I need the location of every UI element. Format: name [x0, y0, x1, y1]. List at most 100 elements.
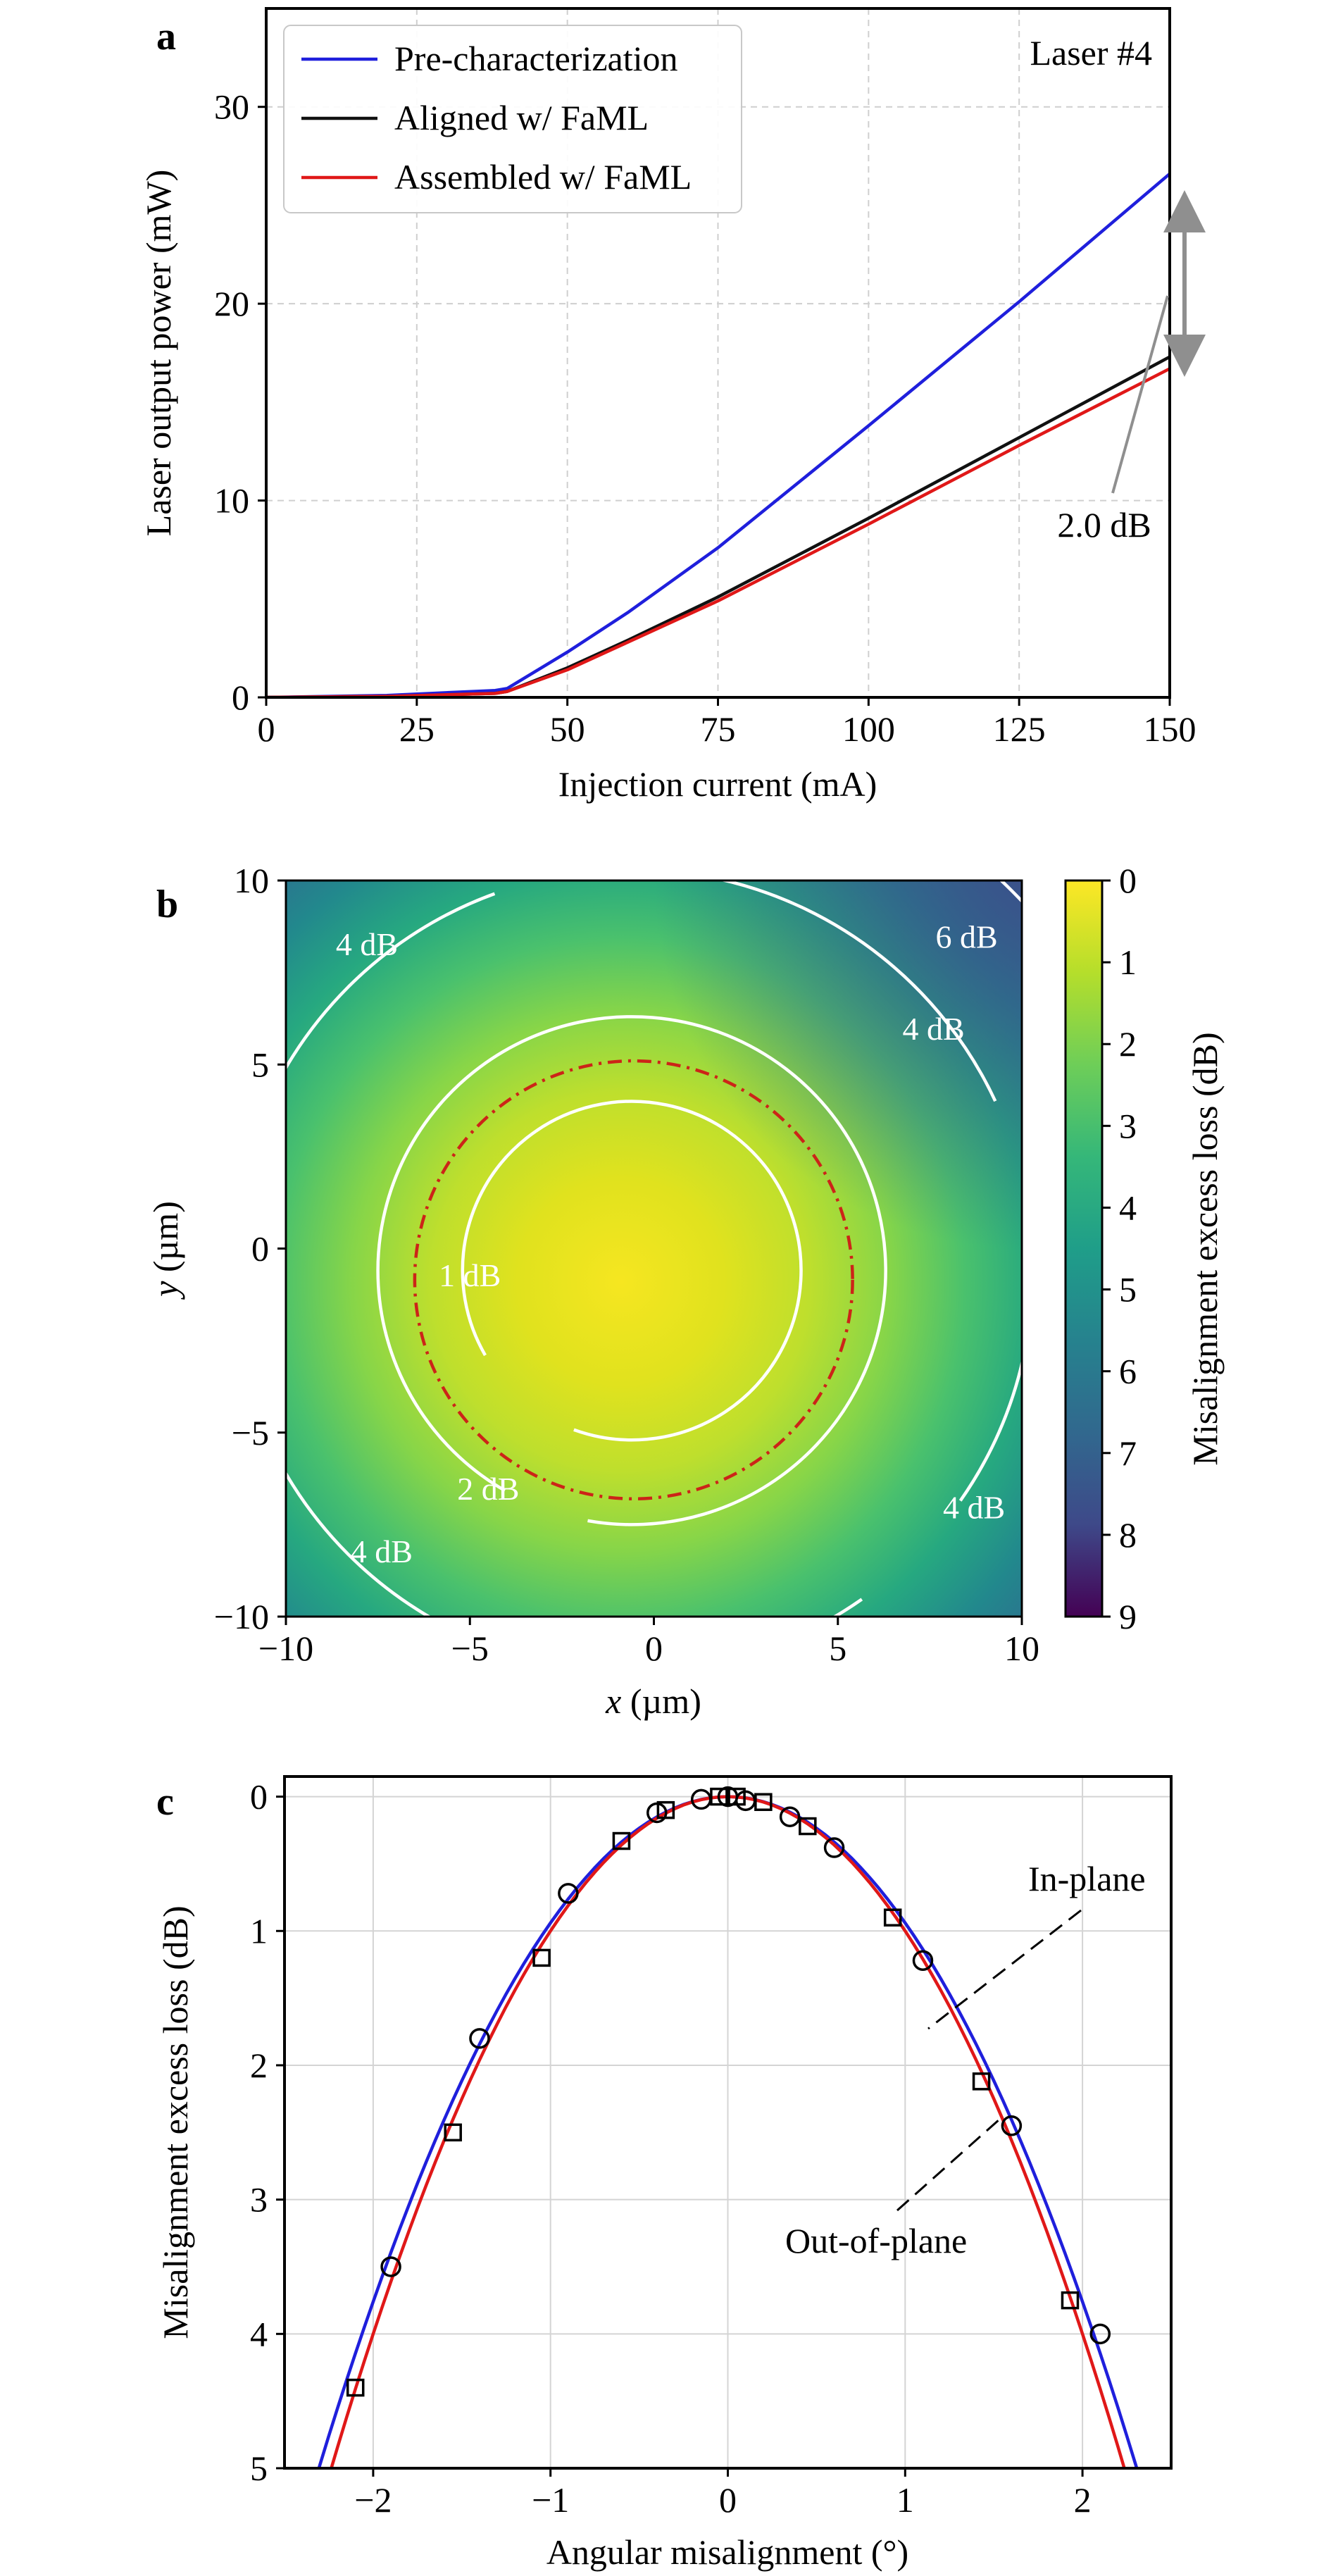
- out-of-plane-marker: [532, 1948, 551, 1967]
- panel-b-ylabel: y (µm): [146, 1201, 185, 1300]
- c-ytick-label: 1: [250, 1911, 268, 1950]
- out-of-plane-marker: [710, 1787, 728, 1806]
- contour-4db-upper-right: [718, 881, 997, 1102]
- panel-letter-b: b: [156, 883, 178, 926]
- panel-c-xlabel: Angular misalignment (°): [546, 2532, 908, 2572]
- colorbar-tick-label: 3: [1119, 1106, 1137, 1145]
- a-ytick-label: 0: [232, 678, 249, 717]
- legend-label-assembled: Assembled w/ FaML: [394, 157, 692, 197]
- a-xtick-label: 0: [258, 709, 275, 749]
- c-xtick-label: 2: [1074, 2480, 1092, 2520]
- c-ytick-label: 0: [250, 1777, 268, 1817]
- legend-box: [283, 25, 742, 213]
- contour-label: 2 dB: [457, 1471, 519, 1507]
- contour-2db: [376, 1015, 887, 1526]
- out-of-plane-marker: [346, 2378, 365, 2397]
- c-xtick-label: 1: [896, 2480, 914, 2520]
- b-ytick-label: 0: [251, 1229, 269, 1269]
- out-of-plane-marker: [612, 1831, 631, 1850]
- c-xtick-label: 0: [719, 2480, 737, 2520]
- a-series-line-0: [266, 172, 1170, 697]
- out-of-plane-marker: [754, 1793, 773, 1811]
- contour-6db: [999, 881, 1022, 904]
- reference-circle-dashdot: [413, 1059, 854, 1501]
- in-plane-marker: [779, 1806, 801, 1827]
- panel-c-grid: [285, 1777, 1171, 2468]
- a-ytick-label: 30: [214, 87, 249, 127]
- heatmap-contours: [286, 881, 1022, 1617]
- b-ytick-label: 10: [234, 861, 269, 900]
- panel-c-markers: [346, 1786, 1111, 2397]
- a-ytick-label: 10: [214, 481, 249, 521]
- in-plane-marker: [469, 2028, 490, 2049]
- heatmap-contour-labels: 4 dB 6 dB 4 dB 1 dB 2 dB 4 dB 4 dB: [336, 919, 1005, 1569]
- panel-a-legend: Pre-characterization Aligned w/ FaML Ass…: [283, 25, 742, 213]
- a-series-line-2: [266, 367, 1170, 697]
- panel-letter-c: c: [156, 1780, 174, 1824]
- contour-label: 6 dB: [936, 919, 998, 954]
- panel-c-ylabel: Misalignment excess loss (dB): [156, 1905, 195, 2339]
- b-ytick-label: 5: [251, 1045, 269, 1084]
- in-plane-marker: [558, 1883, 579, 1904]
- a-xtick-label: 75: [701, 709, 736, 749]
- panel-c-ticks: −2 −1 0 1 2 0 1 2 3 4 5: [250, 1777, 1092, 2520]
- out-of-plane-marker: [727, 1787, 746, 1806]
- colorbar-tick-label: 8: [1119, 1515, 1137, 1555]
- contour-1db: [461, 1100, 803, 1442]
- b-ytick-label: −5: [232, 1413, 269, 1452]
- c-ytick-label: 2: [250, 2046, 268, 2085]
- contour-label: 4 dB: [903, 1011, 965, 1047]
- out-of-plane-marker: [972, 2072, 991, 2091]
- legend-label-pre-characterization: Pre-characterization: [394, 39, 678, 78]
- contour-4db-lower-left: [286, 1470, 432, 1617]
- c-ytick-label: 3: [250, 2180, 268, 2220]
- colorbar-tick-label: 7: [1119, 1433, 1137, 1473]
- b-xtick-label: −10: [258, 1629, 313, 1668]
- in-plane-marker: [823, 1837, 845, 1858]
- heatmap-corner-shade: [286, 881, 1022, 1617]
- colorbar-tick-label: 9: [1119, 1597, 1137, 1636]
- b-ytick-label: −10: [214, 1597, 269, 1636]
- annotation-in-plane-leader: [927, 1909, 1082, 2030]
- b-xtick-label: 0: [645, 1629, 663, 1668]
- in-plane-marker: [380, 2256, 401, 2277]
- colorbar-tick-label: 6: [1119, 1352, 1137, 1391]
- contour-4db-upper-left: [286, 892, 496, 1071]
- colorbar-ticks: 0 1 2 3 4 5 6 7 8 9: [1102, 861, 1137, 1636]
- annotation-out-of-plane-leader: [896, 2117, 1001, 2212]
- b-xtick-label: −5: [451, 1629, 489, 1668]
- a-xtick-label: 50: [550, 709, 585, 749]
- panel-a-arrow-leader: [1111, 295, 1169, 494]
- panel-a-xlabel: Injection current (mA): [558, 764, 877, 804]
- a-xtick-label: 100: [842, 709, 895, 749]
- annotation-out-of-plane: Out-of-plane: [785, 2221, 967, 2260]
- a-xtick-label: 25: [399, 709, 435, 749]
- panel-letter-a: a: [156, 15, 176, 58]
- panel-a-series: [266, 172, 1170, 697]
- colorbar-tick-label: 1: [1119, 942, 1137, 982]
- contour-label: 4 dB: [336, 926, 398, 962]
- contour-label: 4 dB: [351, 1533, 413, 1569]
- contour-label: 4 dB: [943, 1489, 1005, 1525]
- in-plane-marker: [912, 1950, 934, 1971]
- c-xtick-label: −1: [532, 2480, 569, 2520]
- contour-4db-right: [958, 1357, 1022, 1502]
- out-of-plane-marker: [1061, 2291, 1080, 2310]
- out-of-plane-marker: [799, 1817, 817, 1836]
- panel-b-ticks: −10 −5 0 5 10 −10 −5 0 5 10: [214, 861, 1039, 1668]
- panel-c-scatter: −2 −1 0 1 2 0 1 2 3 4 5 Angular misalignment (°) M…: [156, 1775, 1173, 2572]
- b-xtick-label: 5: [829, 1629, 846, 1668]
- colorbar-tick-label: 2: [1119, 1024, 1137, 1064]
- c-ytick-label: 4: [250, 2314, 268, 2353]
- a-xtick-label: 125: [993, 709, 1046, 749]
- in-plane-marker: [1089, 2323, 1111, 2345]
- colorbar-tick-label: 0: [1119, 861, 1137, 900]
- in-plane-marker: [1001, 2115, 1023, 2136]
- legend-label-aligned: Aligned w/ FaML: [394, 98, 649, 137]
- panel-a-ylabel: Laser output power (mW): [139, 170, 178, 537]
- contour-label: 1 dB: [439, 1257, 501, 1293]
- panel-a-line-chart: 0 25 50 75 100 125 150 0 10 20 30 Injection curren…: [139, 7, 1206, 804]
- out-of-plane-marker: [656, 1800, 675, 1819]
